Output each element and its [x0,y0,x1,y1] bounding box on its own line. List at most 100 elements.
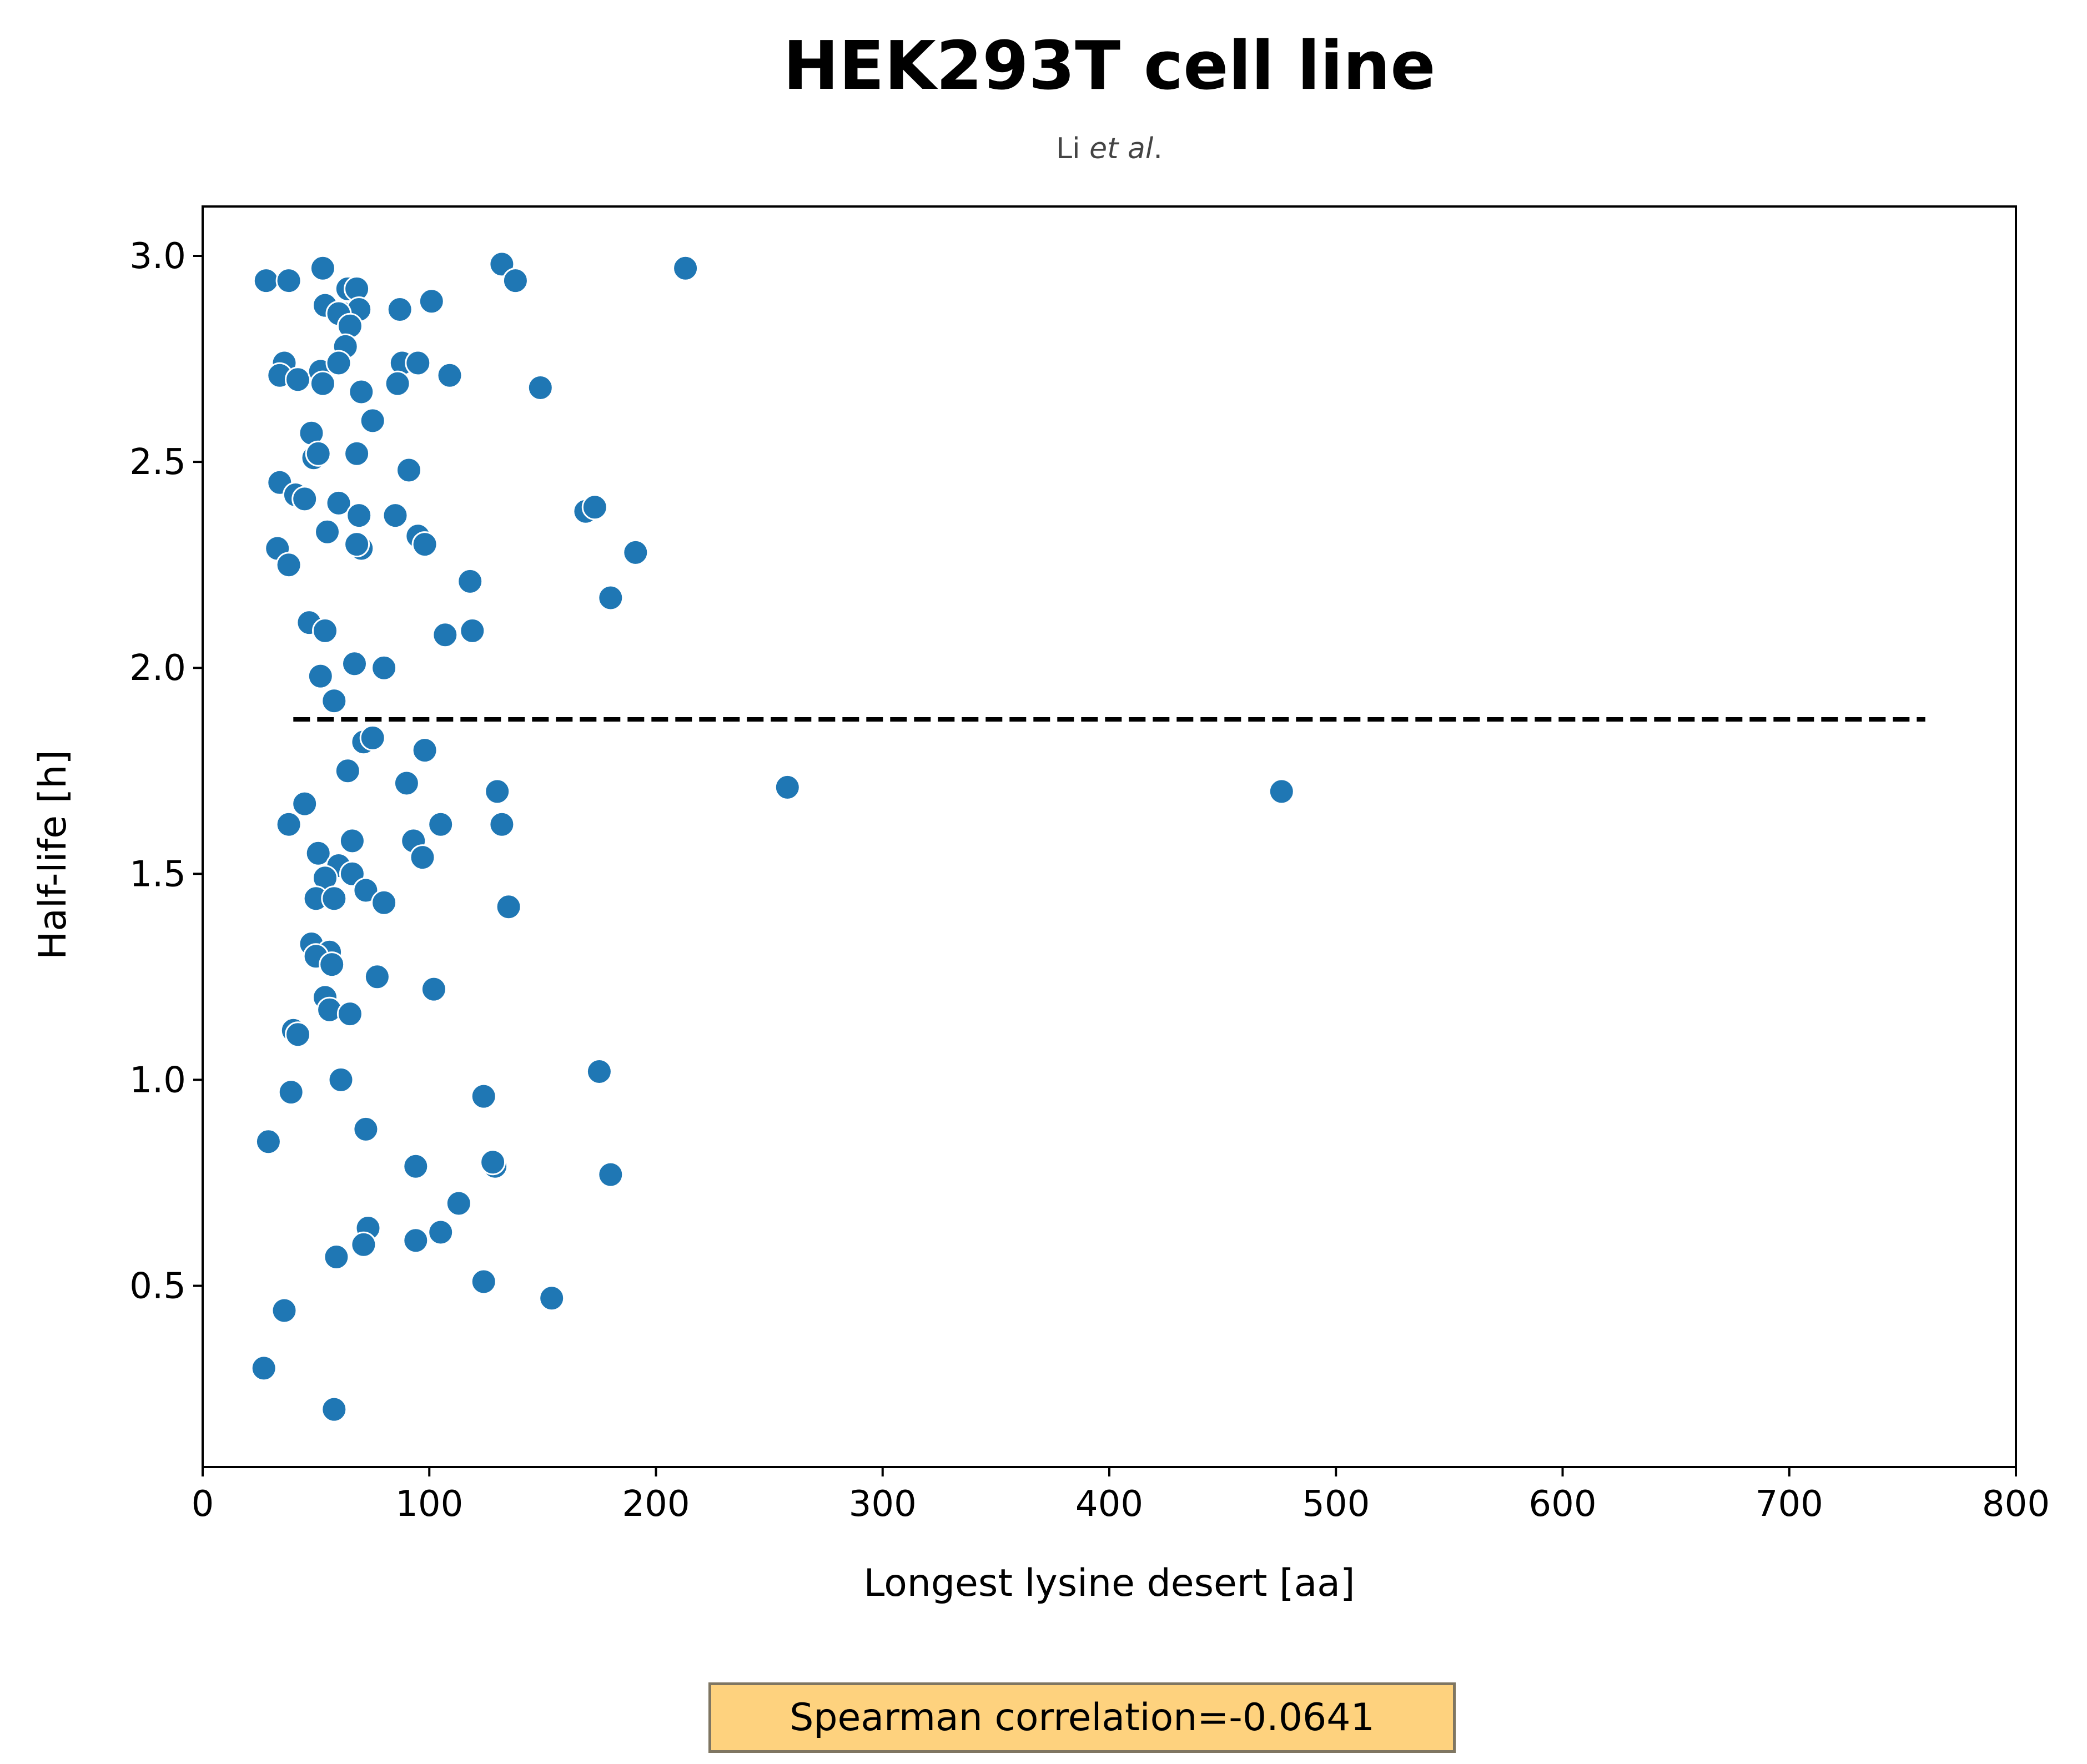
data-point [371,654,398,681]
data-point [539,1285,565,1312]
data-point [371,889,398,916]
data-point [393,770,420,797]
data-point [307,663,334,689]
data-point [271,1297,298,1324]
data-point [314,518,340,545]
y-tick-label: 2.5 [129,442,186,483]
data-point [321,1396,348,1423]
x-tick-label: 600 [1528,1484,1596,1525]
data-point [436,362,463,389]
data-point [309,255,336,281]
spearman-correlation-box: Spearman correlation=-0.0641 [708,1682,1456,1753]
x-tick-label: 0 [192,1484,214,1525]
data-point [384,370,411,397]
chart-subtitle-italic: et al [1089,132,1154,165]
data-point [495,894,522,920]
data-point [597,1161,624,1188]
data-point [432,622,459,648]
y-tick-label: 1.0 [129,1060,186,1101]
y-tick-label: 2.0 [129,648,186,689]
data-point [353,877,379,904]
data-point [275,811,302,838]
data-point [312,617,338,644]
data-point [291,790,318,817]
data-point [353,1116,379,1142]
data-point [344,440,370,467]
data-point [348,379,375,405]
data-point [336,1001,363,1027]
data-point [420,976,447,1002]
chart-subtitle-prefix: Li [1056,132,1089,165]
data-point [341,651,368,677]
data-point [527,375,554,401]
data-point [470,1268,497,1295]
data-point [405,350,431,376]
data-point [774,774,801,800]
x-tick-label: 700 [1756,1484,1823,1525]
data-point [411,531,438,558]
data-point [484,778,511,805]
data-point [328,1066,354,1093]
x-tick-label: 800 [1982,1484,2050,1525]
data-point [325,350,352,376]
data-point [325,490,352,516]
y-axis-label: Half-life [h] [31,750,75,960]
data-point [445,1190,472,1217]
data-point [346,502,373,529]
data-point [672,255,699,281]
data-point [470,1083,497,1110]
data-point [396,457,422,483]
y-axis-ticks: 0.5 1.0 1.5 2.0 2.5 3.0 [129,236,203,1307]
data-point [586,1059,612,1085]
data-point [350,1231,377,1258]
data-point [502,268,529,294]
x-axis-label: Longest lysine desert [aa] [864,1561,1355,1605]
data-point [409,844,436,871]
data-point [364,964,390,990]
data-point [403,1227,429,1254]
chart-title: HEK293T cell line [783,28,1435,105]
data-point [457,568,484,594]
data-point [581,494,608,521]
data-point [403,1153,429,1180]
chart-subtitle: Li et al. [1056,132,1163,165]
data-point [344,531,370,558]
x-tick-label: 400 [1075,1484,1143,1525]
data-point [323,1244,350,1270]
data-point [418,288,445,315]
y-tick-label: 0.5 [129,1266,186,1307]
data-point [255,1128,281,1155]
y-tick-label: 3.0 [129,236,186,277]
x-tick-label: 500 [1302,1484,1370,1525]
data-point [285,1021,311,1048]
data-point [1268,778,1295,805]
data-point [489,811,515,838]
x-tick-label: 100 [395,1484,463,1525]
data-point [359,724,386,751]
data-point [285,366,311,393]
data-point [382,502,409,529]
data-point [291,486,318,512]
data-point [253,268,279,294]
data-point [411,737,438,764]
spearman-correlation-text: Spearman correlation=-0.0641 [789,1696,1375,1740]
data-point [334,758,361,784]
x-tick-label: 200 [622,1484,690,1525]
x-axis-ticks: 0 100 200 300 400 500 600 700 800 [192,1467,2050,1525]
data-point [597,584,624,611]
data-point [305,440,331,467]
data-point [278,1079,304,1106]
chart-subtitle-suffix: . [1153,132,1163,165]
data-point [359,407,386,434]
data-point [305,840,331,866]
data-point [321,885,348,912]
x-tick-label: 300 [849,1484,917,1525]
data-point [250,1355,277,1382]
plot-area-frame [202,205,2017,1468]
data-point [275,552,302,578]
data-point [339,828,365,854]
data-point [459,617,486,644]
data-point [428,811,454,838]
data-point [386,296,413,322]
